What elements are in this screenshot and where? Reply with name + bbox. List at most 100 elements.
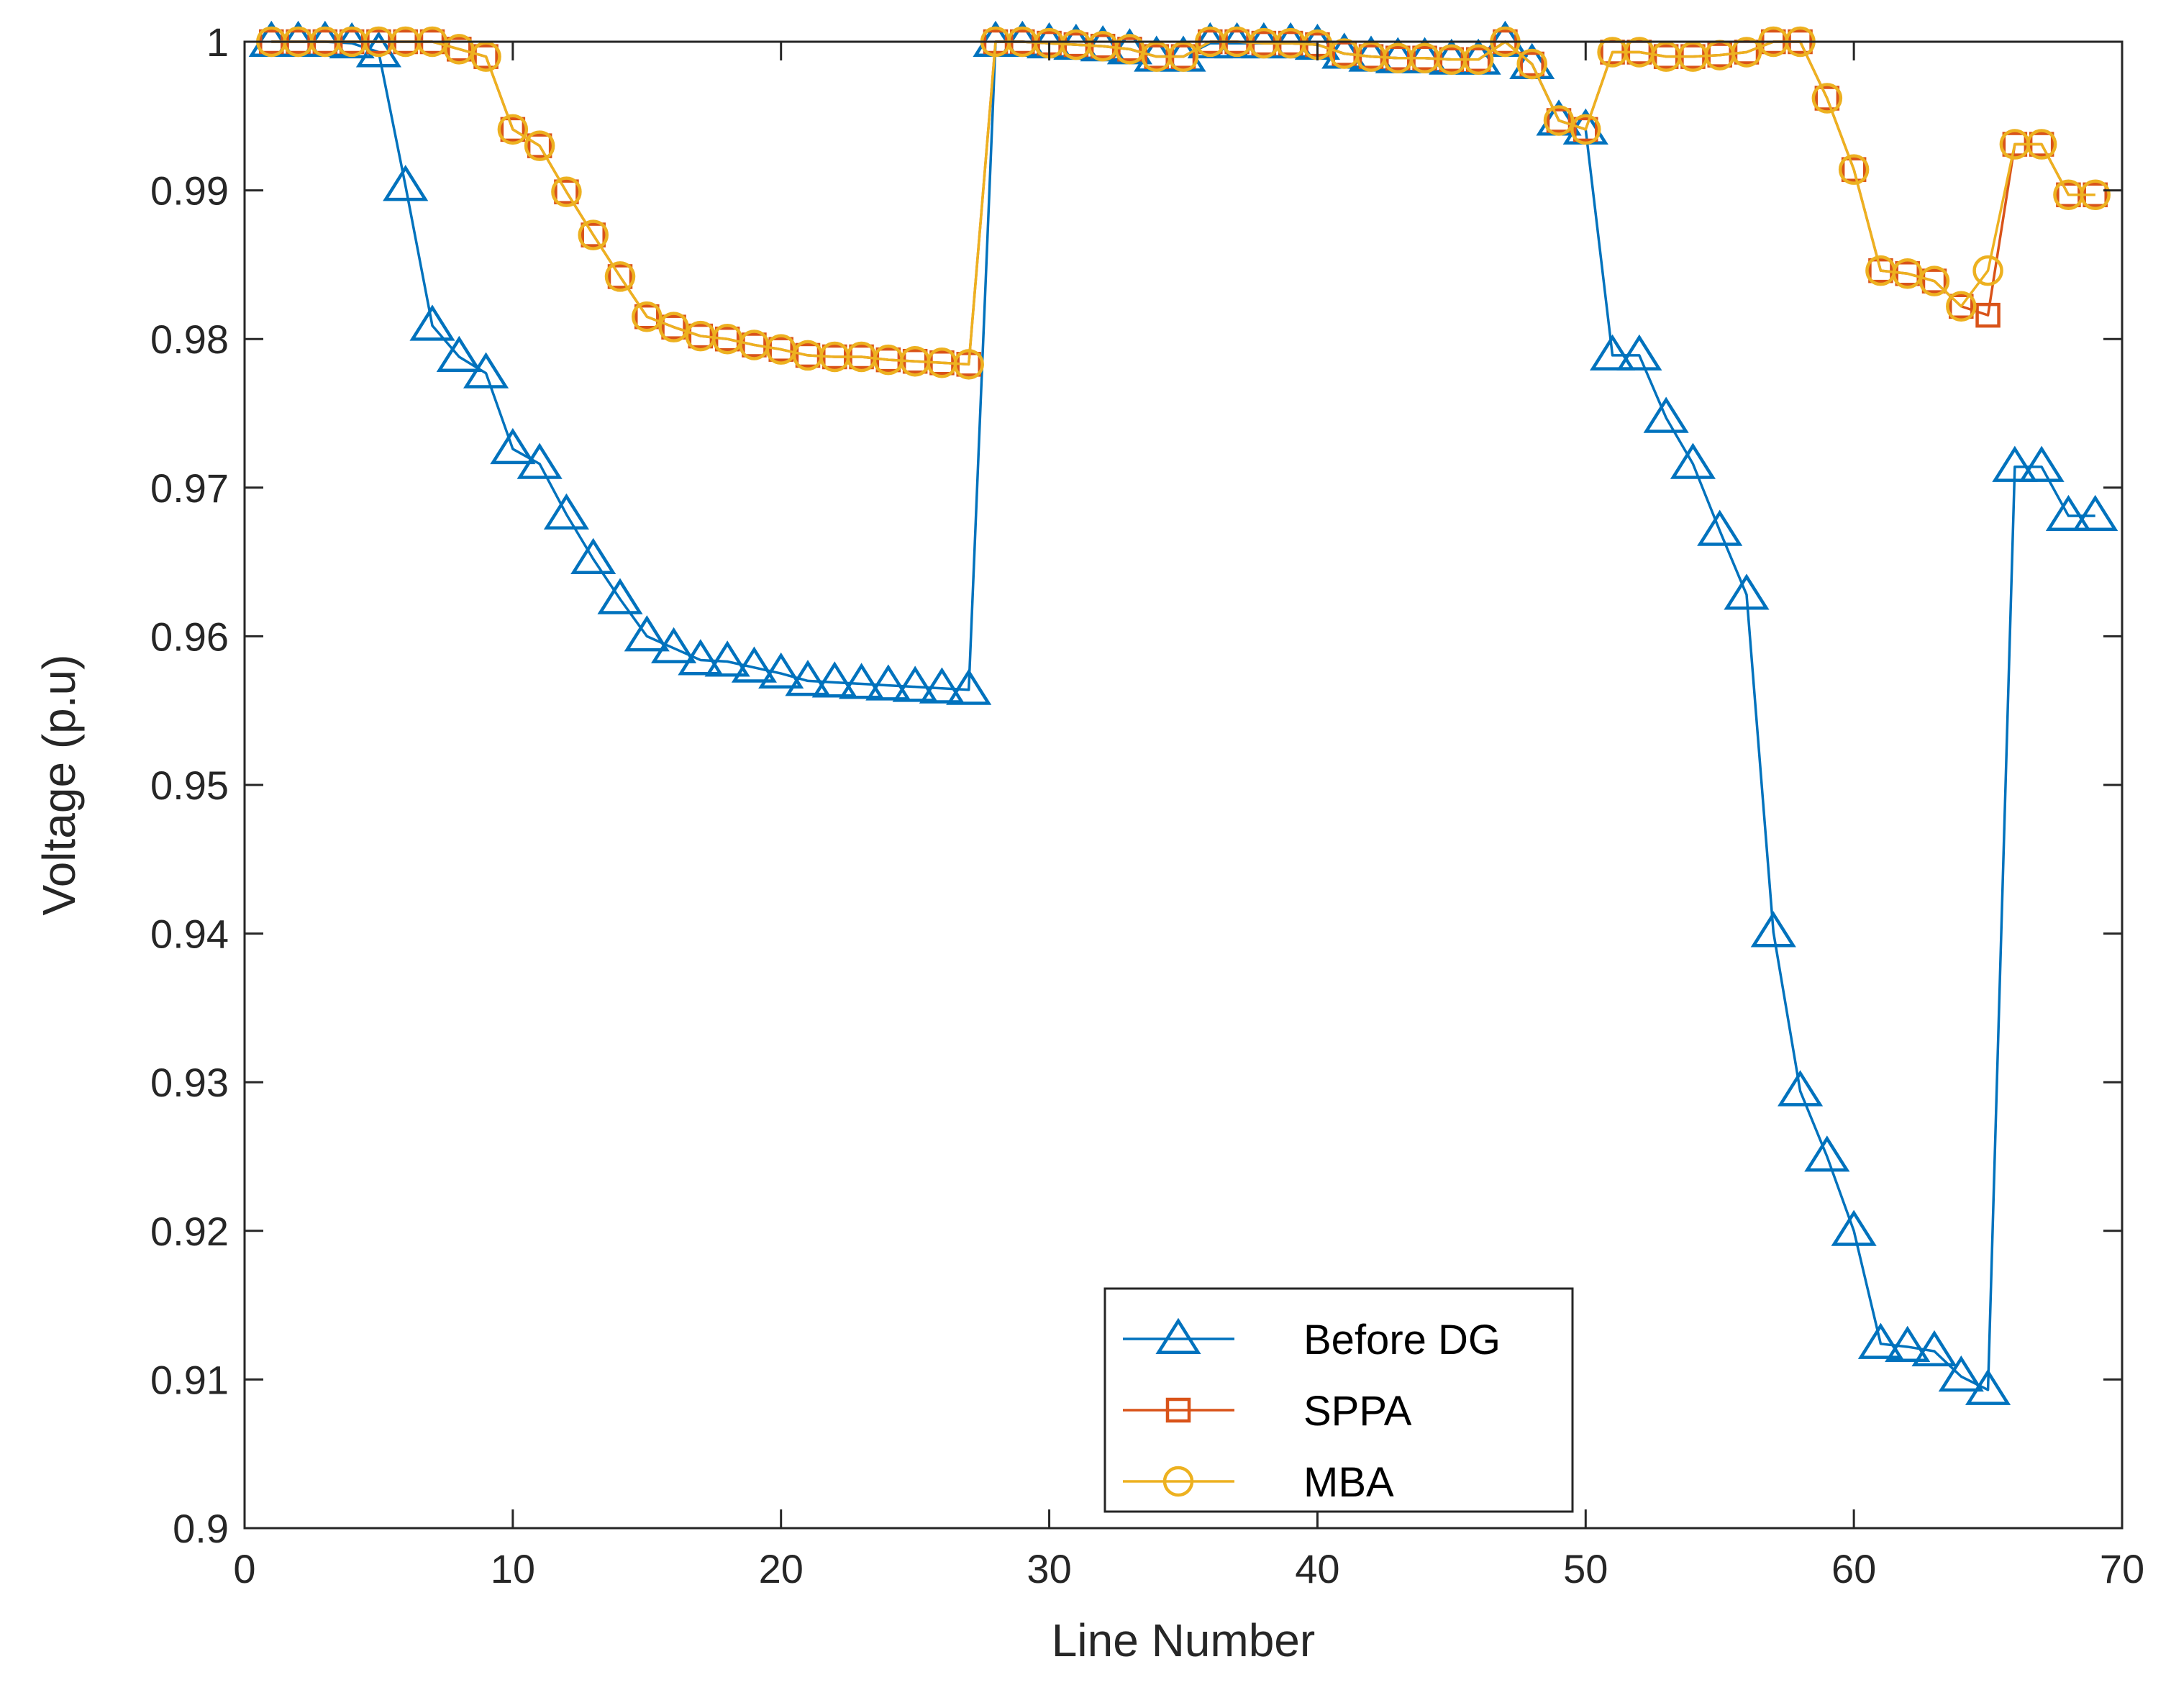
y-tick-label: 1 bbox=[206, 19, 229, 65]
data-point-sppa bbox=[661, 314, 686, 340]
y-tick-label: 0.95 bbox=[150, 763, 229, 808]
y-tick-label: 0.92 bbox=[150, 1209, 229, 1254]
data-point-before-dg bbox=[704, 640, 750, 677]
data-point-sppa bbox=[1841, 157, 1867, 182]
data-point-before-dg bbox=[1777, 1070, 1824, 1107]
data-point-sppa bbox=[607, 264, 633, 289]
data-point-sppa bbox=[768, 337, 793, 362]
legend-label: SPPA bbox=[1303, 1388, 1412, 1435]
data-point-sppa bbox=[634, 304, 660, 330]
data-point-sppa bbox=[1975, 302, 2001, 328]
data-point-mba bbox=[1462, 44, 1494, 76]
data-point-mba bbox=[953, 349, 984, 380]
data-point-before-dg bbox=[570, 537, 616, 574]
y-tick-label: 0.93 bbox=[150, 1060, 229, 1105]
data-point-before-dg bbox=[1670, 442, 1716, 479]
data-point-mba bbox=[497, 114, 529, 145]
data-point-before-dg bbox=[1885, 1325, 1931, 1362]
data-point-mba bbox=[2026, 129, 2057, 160]
data-point-before-dg bbox=[1724, 573, 1770, 610]
data-point-sppa bbox=[500, 117, 526, 142]
data-point-before-dg bbox=[2045, 494, 2092, 532]
legend-label: MBA bbox=[1303, 1459, 1394, 1506]
data-point-before-dg bbox=[1992, 445, 2038, 482]
data-point-mba bbox=[1168, 41, 1199, 72]
data-point-mba bbox=[470, 41, 501, 72]
data-point-mba bbox=[578, 219, 609, 250]
data-point-before-dg bbox=[919, 667, 965, 704]
data-point-before-dg bbox=[811, 661, 857, 698]
y-tick-label: 0.94 bbox=[150, 912, 229, 957]
data-point-sppa bbox=[554, 179, 579, 204]
data-point-before-dg bbox=[624, 615, 670, 652]
legend-label: Before DG bbox=[1303, 1317, 1501, 1363]
y-tick-label: 0.91 bbox=[150, 1357, 229, 1402]
y-axis-label: Voltage (p.u) bbox=[33, 655, 85, 916]
data-point-before-dg bbox=[892, 666, 938, 702]
x-tick-label: 20 bbox=[759, 1546, 804, 1591]
data-point-sppa bbox=[1519, 51, 1544, 77]
data-point-mba bbox=[2080, 179, 2111, 211]
data-point-mba bbox=[1838, 154, 1870, 185]
data-point-before-dg bbox=[1831, 1209, 1877, 1246]
data-point-before-dg bbox=[1589, 334, 1636, 371]
data-point-before-dg bbox=[1697, 509, 1743, 546]
data-point-before-dg bbox=[1643, 396, 1689, 433]
legend-swatch-marker bbox=[1162, 1466, 1194, 1497]
data-point-mba bbox=[1946, 291, 1977, 322]
data-point-before-dg bbox=[650, 627, 697, 663]
y-tick-label: 0.9 bbox=[173, 1506, 229, 1551]
data-point-mba bbox=[632, 301, 663, 332]
data-point-before-dg bbox=[2018, 445, 2065, 482]
data-point-sppa bbox=[1546, 108, 1572, 133]
legend-swatch-marker bbox=[1165, 1397, 1191, 1423]
data-point-mba bbox=[604, 261, 636, 292]
data-point-before-dg bbox=[865, 664, 911, 701]
x-tick-label: 50 bbox=[1563, 1546, 1608, 1591]
data-point-before-dg bbox=[678, 639, 724, 676]
data-point-mba bbox=[551, 176, 582, 207]
data-point-sppa bbox=[1573, 117, 1598, 142]
data-point-sppa bbox=[581, 222, 606, 247]
data-point-before-dg bbox=[1804, 1135, 1850, 1172]
data-point-before-dg bbox=[1965, 1368, 2011, 1405]
legend-entry-before-dg: Before DG bbox=[1123, 1317, 1501, 1363]
data-point-before-dg bbox=[785, 660, 831, 696]
data-point-before-dg bbox=[838, 663, 885, 699]
x-tick-label: 10 bbox=[491, 1546, 535, 1591]
x-tick-label: 40 bbox=[1295, 1546, 1339, 1591]
data-point-mba bbox=[1731, 37, 1762, 68]
data-point-mba bbox=[1570, 114, 1601, 145]
data-point-before-dg bbox=[1616, 334, 1662, 371]
plot-area bbox=[245, 42, 2122, 1528]
data-point-mba bbox=[1543, 105, 1575, 136]
x-tick-label: 0 bbox=[233, 1546, 255, 1591]
data-point-sppa bbox=[527, 133, 552, 158]
data-point-before-dg bbox=[1857, 1322, 1904, 1359]
data-point-mba bbox=[1919, 265, 1950, 296]
data-point-before-dg bbox=[1938, 1355, 1984, 1392]
x-axis-label: Line Number bbox=[1052, 1614, 1315, 1666]
data-point-mba bbox=[524, 130, 555, 161]
data-point-sppa bbox=[447, 37, 472, 62]
data-point-before-dg bbox=[758, 652, 804, 689]
x-tick-label: 70 bbox=[2100, 1546, 2144, 1591]
y-tick-label: 0.97 bbox=[150, 465, 229, 511]
x-tick-label: 60 bbox=[1831, 1546, 1876, 1591]
y-tick-label: 0.96 bbox=[150, 614, 229, 659]
y-tick-label: 0.99 bbox=[150, 168, 229, 214]
data-point-before-dg bbox=[490, 427, 536, 465]
data-point-mba bbox=[1972, 255, 2003, 286]
data-point-before-dg bbox=[1750, 911, 1796, 948]
data-point-sppa bbox=[1949, 294, 1974, 319]
data-point-sppa bbox=[1921, 268, 1947, 294]
data-point-mba bbox=[658, 312, 689, 342]
x-tick-label: 30 bbox=[1027, 1546, 1071, 1591]
data-point-before-dg bbox=[731, 646, 778, 683]
y-tick-label: 0.98 bbox=[150, 317, 229, 362]
series-mba bbox=[256, 26, 2111, 380]
data-point-before-dg bbox=[409, 304, 455, 341]
legend: Before DG SPPA MBA bbox=[1103, 1287, 1574, 1513]
data-point-mba bbox=[1811, 83, 1843, 114]
data-point-sppa bbox=[473, 44, 499, 69]
